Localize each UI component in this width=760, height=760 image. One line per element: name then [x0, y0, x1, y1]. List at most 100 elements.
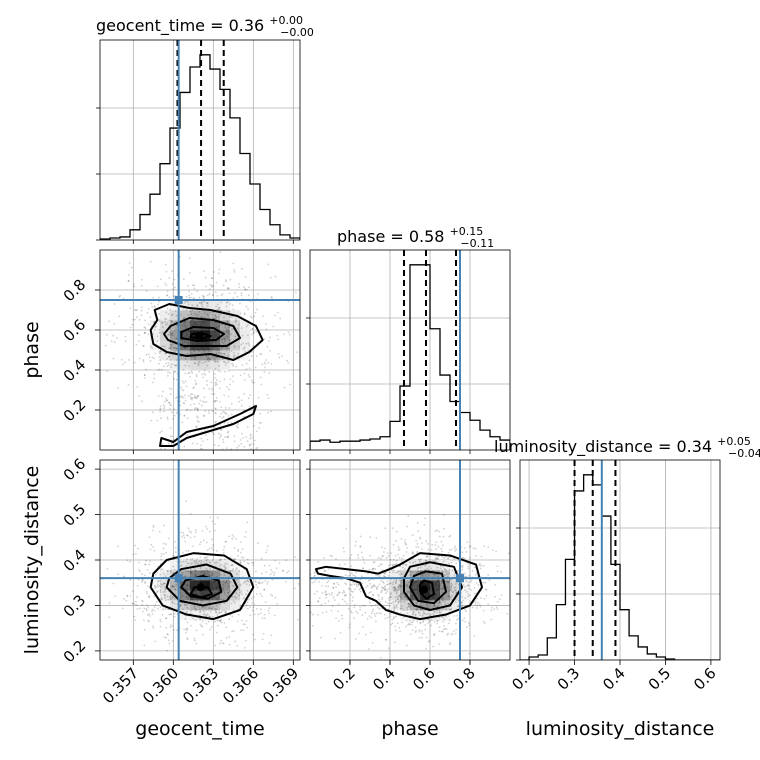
- sample-point: [158, 352, 161, 355]
- sample-point: [214, 314, 217, 317]
- sample-point: [450, 596, 452, 599]
- sample-point: [347, 587, 350, 590]
- sample-point: [379, 563, 382, 565]
- sample-point: [204, 322, 206, 325]
- sample-point: [165, 599, 167, 602]
- sample-point: [204, 429, 206, 431]
- sample-point: [425, 560, 427, 562]
- sample-point: [181, 551, 184, 554]
- sample-point: [451, 594, 454, 597]
- sample-point: [227, 435, 230, 438]
- sample-point: [167, 633, 169, 636]
- sample-point: [121, 241, 123, 243]
- sample-point: [163, 594, 166, 596]
- sample-point: [231, 615, 234, 618]
- sample-point: [215, 382, 218, 384]
- sample-point: [436, 605, 439, 608]
- sample-point: [393, 586, 396, 588]
- sample-point: [395, 571, 397, 574]
- sample-point: [441, 587, 444, 590]
- sample-point: [160, 321, 163, 324]
- sample-point: [449, 534, 452, 537]
- sample-point: [417, 611, 420, 614]
- sample-point: [164, 607, 167, 610]
- sample-point: [406, 609, 409, 611]
- histogram-geocent-time: [100, 54, 300, 240]
- sample-point: [194, 619, 197, 622]
- sample-point: [174, 326, 177, 329]
- sample-point: [411, 628, 414, 631]
- sample-point: [323, 570, 326, 573]
- sample-point: [245, 436, 248, 439]
- sample-point: [170, 314, 173, 316]
- sample-point: [200, 319, 203, 322]
- sample-point: [406, 547, 409, 549]
- sample-point: [140, 278, 143, 281]
- sample-point: [350, 572, 353, 575]
- sample-point: [199, 541, 202, 543]
- sample-point: [417, 570, 420, 573]
- sample-point: [240, 556, 243, 559]
- sample-point: [383, 572, 386, 575]
- sample-point: [421, 629, 423, 632]
- sample-point: [232, 568, 234, 570]
- sample-point: [142, 344, 145, 347]
- sample-point: [199, 567, 202, 569]
- sample-point: [171, 584, 174, 587]
- sample-point: [416, 543, 419, 545]
- sample-point: [187, 372, 190, 375]
- sample-point: [126, 594, 129, 597]
- sample-point: [186, 627, 189, 630]
- sample-point: [217, 444, 220, 447]
- sample-point: [406, 586, 409, 589]
- sample-point: [170, 346, 172, 349]
- sample-point: [420, 558, 422, 561]
- sample-point: [212, 590, 215, 593]
- sample-point: [145, 559, 147, 562]
- sample-point: [187, 527, 190, 530]
- sample-point: [186, 621, 189, 624]
- sample-point: [215, 598, 218, 601]
- sample-point: [353, 583, 356, 586]
- sample-point: [160, 553, 163, 555]
- sample-point: [208, 615, 211, 618]
- sample-point: [407, 602, 410, 605]
- sample-point: [359, 605, 361, 608]
- sample-point: [191, 586, 194, 589]
- sample-point: [348, 626, 351, 629]
- sample-point: [403, 595, 406, 598]
- sample-point: [180, 396, 183, 399]
- sample-point: [191, 284, 194, 287]
- sample-point: [394, 625, 397, 628]
- sample-point: [167, 333, 170, 336]
- sample-point: [234, 320, 237, 323]
- sample-point: [133, 285, 136, 288]
- sample-point: [147, 308, 150, 310]
- sample-point: [401, 593, 404, 596]
- sample-point: [202, 387, 205, 390]
- sample-point: [174, 588, 176, 590]
- sample-point: [190, 624, 193, 627]
- sample-point: [385, 638, 387, 641]
- sample-point: [417, 546, 420, 549]
- density-cell: [190, 360, 201, 371]
- sample-point: [447, 551, 450, 554]
- sample-point: [435, 548, 437, 550]
- sample-point: [350, 323, 352, 325]
- density-cell: [420, 570, 431, 581]
- sample-point: [435, 596, 438, 599]
- sample-point: [203, 369, 206, 372]
- sample-point: [215, 383, 218, 386]
- sample-point: [212, 549, 215, 551]
- sample-point: [196, 420, 199, 422]
- sample-point: [270, 296, 273, 298]
- sample-point: [108, 320, 111, 323]
- sample-point: [388, 571, 391, 574]
- sample-point: [183, 536, 186, 539]
- sample-point: [399, 585, 402, 588]
- sample-point: [362, 567, 365, 570]
- sample-point: [190, 319, 193, 321]
- sample-point: [220, 563, 223, 566]
- sample-point: [181, 388, 184, 391]
- sample-point: [212, 284, 215, 287]
